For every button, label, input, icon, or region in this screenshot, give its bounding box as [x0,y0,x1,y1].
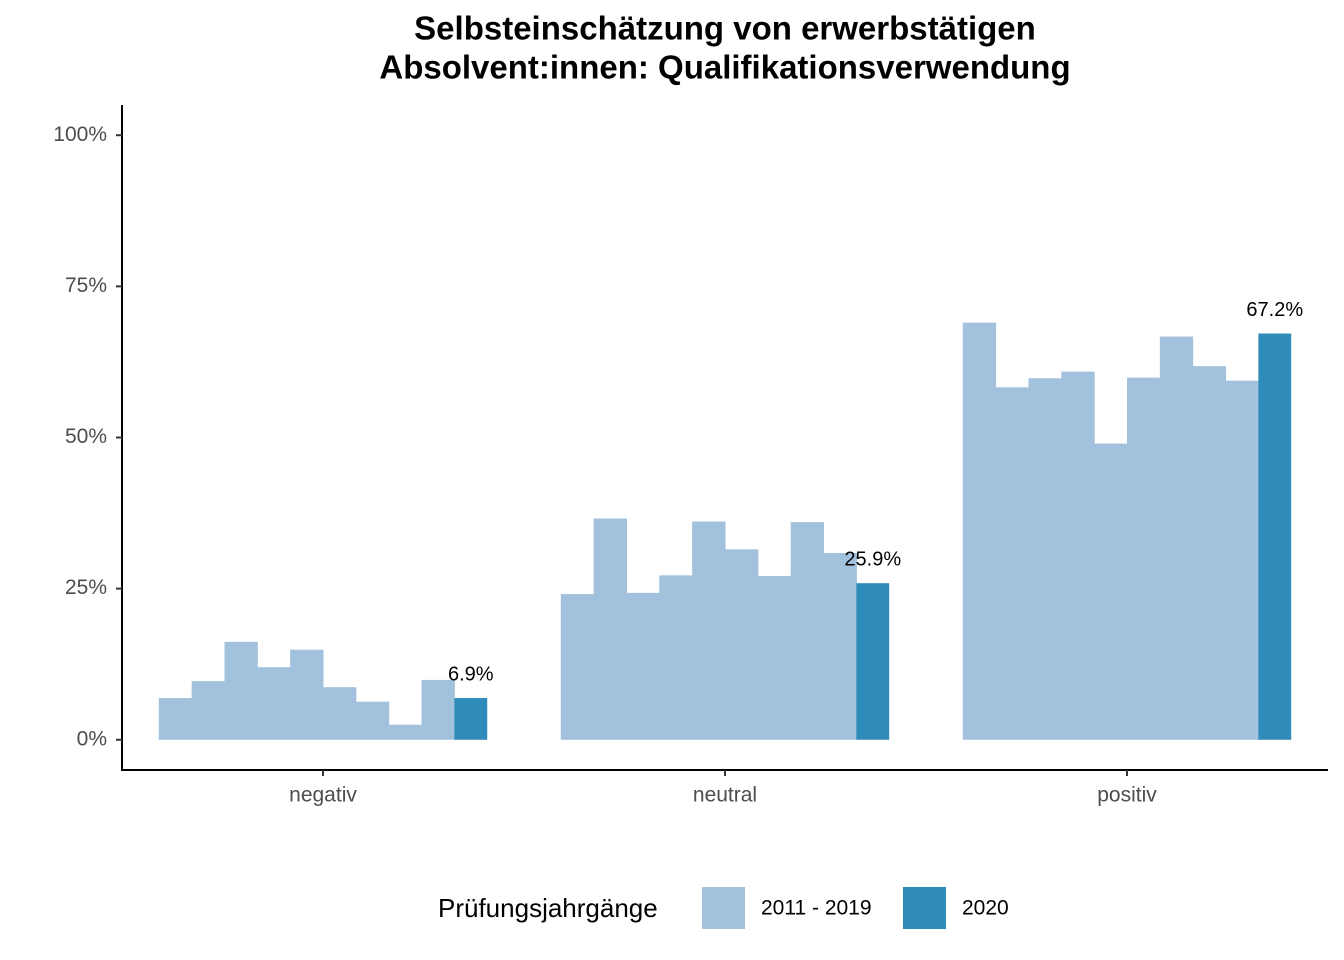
legend-label: 2020 [962,897,1009,920]
bar [962,322,997,740]
x-tick-label: neutral [693,784,757,807]
value-label: 67.2% [1246,299,1303,321]
bar [692,521,726,740]
value-label: 25.9% [844,548,901,570]
bar [626,592,660,740]
y-tick-label: 25% [65,576,107,599]
bar [191,681,225,740]
bar [560,594,595,740]
chart-title: Absolvent:innen: Qualifikationsverwendun… [379,49,1070,86]
bar [659,575,693,740]
bar [1258,333,1292,740]
bar [421,679,455,740]
bar [1127,377,1161,740]
bar [823,552,857,740]
bar [158,698,193,740]
bar [1061,371,1095,740]
x-tick-label: positiv [1097,784,1157,807]
bar [593,518,627,740]
bar [1225,380,1259,740]
bar [725,549,759,740]
bar [856,583,890,740]
bar [757,575,792,740]
y-tick-label: 50% [65,425,107,448]
bar [1159,336,1194,740]
bar [454,698,488,740]
legend-swatch [903,887,946,929]
bar [257,667,291,740]
value-label: 6.9% [448,663,494,685]
bar [388,724,423,740]
bar [1028,378,1062,740]
x-tick-label: negativ [289,784,357,807]
bar [995,387,1029,740]
bar [355,701,390,740]
legend-title: Prüfungsjahrgänge [438,893,658,923]
legend-label: 2011 - 2019 [761,897,872,920]
legend-swatch [702,887,745,929]
y-tick-label: 75% [65,274,107,297]
y-tick-label: 0% [77,727,107,750]
chart-title: Selbsteinschätzung von erwerbstätigen [414,10,1036,47]
bar [1192,366,1227,740]
y-tick-label: 100% [53,123,107,146]
bar [224,641,258,740]
bar [290,649,324,740]
bar [1094,443,1128,740]
bar [323,687,357,740]
bar [790,522,825,740]
